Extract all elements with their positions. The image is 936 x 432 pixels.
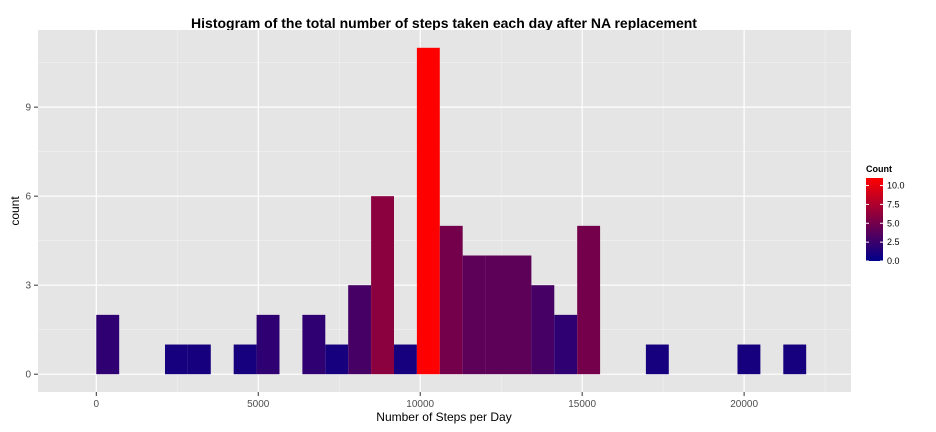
histogram-bar [164,344,188,375]
histogram-bar [416,47,440,375]
legend-label: 7.5 [887,199,900,209]
histogram-bar [737,344,761,375]
histogram-bars [96,47,807,375]
histogram-bar [462,255,486,375]
histogram-bar [325,344,349,375]
y-axis-title: count [8,196,22,226]
y-tick-label: 9 [25,103,31,114]
legend-colorbar [866,178,883,261]
histogram-bar [577,225,601,375]
histogram-bar [96,314,120,375]
y-tick-label: 6 [25,192,31,203]
histogram-bar [348,285,372,375]
histogram-bar [439,225,463,375]
x-tick-label: 20000 [730,399,758,410]
x-tick-label: 15000 [568,399,596,410]
y-axis-ticks: 0 3 6 9 [25,103,38,381]
histogram-bar [256,314,280,375]
legend: Count 10.0 7.5 5.0 2.5 0.0 [866,164,905,266]
legend-label: 5.0 [887,218,900,228]
legend-label: 0.0 [887,256,900,266]
x-axis-ticks: 0 5000 10000 15000 20000 [94,392,758,410]
x-tick-label: 5000 [247,399,270,410]
histogram-bar [302,314,326,375]
legend-label: 10.0 [887,181,905,191]
histogram-bar [485,255,509,375]
x-tick-label: 0 [94,399,100,410]
histogram-bar [371,196,394,375]
histogram-bar [233,344,257,375]
histogram-bar [531,285,555,375]
legend-label: 2.5 [887,237,900,247]
legend-title: Count [866,164,892,174]
x-tick-label: 10000 [406,399,434,410]
histogram-bar [187,344,211,375]
histogram-bar [393,344,417,375]
y-tick-label: 3 [25,281,31,292]
legend-ticks: 10.0 7.5 5.0 2.5 0.0 [866,181,905,266]
chart-title: Histogram of the total number of steps t… [191,15,697,31]
histogram-bar [508,255,532,375]
histogram-bar [783,344,807,375]
x-axis-title: Number of Steps per Day [376,410,511,424]
histogram-bar [554,314,578,375]
y-tick-label: 0 [25,370,31,381]
histogram-bar [645,344,669,375]
